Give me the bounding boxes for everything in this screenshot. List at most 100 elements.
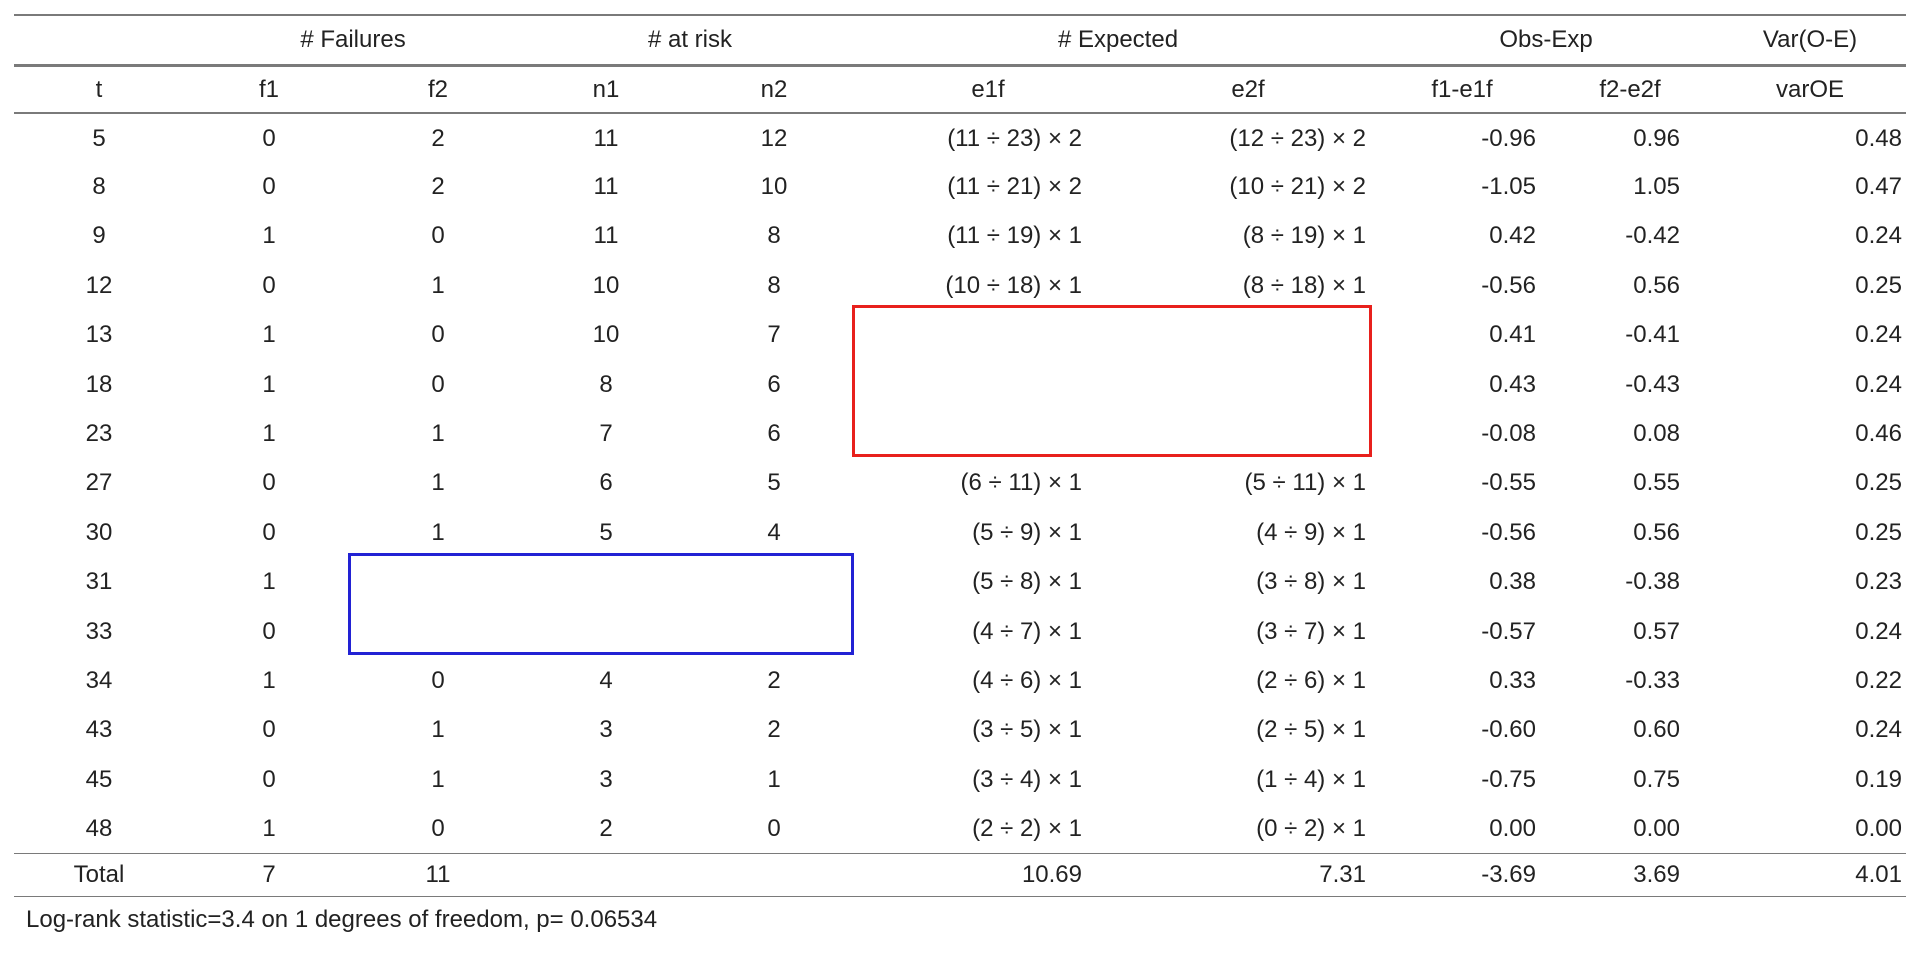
total-cell: -3.69 (1378, 853, 1546, 898)
table-cell: (6 ÷ 11) × 1 (960, 469, 1082, 497)
table-cell: 6 (767, 420, 781, 448)
table-cell: -0.38 (1625, 568, 1680, 596)
table-cell: 48 (85, 814, 113, 842)
table-cell: 1 (262, 568, 276, 596)
group-header-obs-exp: Obs-Exp (1378, 14, 1714, 67)
total-cell: 4.01 (1714, 853, 1906, 898)
table-row: 18 1 0 8 6 0.43 -0.43 0.24 (14, 360, 1906, 409)
table-cell: 0.24 (1855, 222, 1902, 250)
table-cell: -0.56 (1481, 518, 1536, 546)
table-row: 12 0 1 10 8 (10 ÷ 18) × 1 (8 ÷ 18) × 1 -0.56 0.5… (14, 261, 1906, 310)
table-cell: 0.56 (1633, 518, 1680, 546)
table-cell (690, 607, 858, 656)
table-cell: 1.05 (1633, 173, 1680, 201)
table-cell: (4 ÷ 6) × 1 (972, 666, 1082, 694)
table-cell: 0.23 (1855, 568, 1902, 596)
table-cell: 0.38 (1489, 568, 1536, 596)
table-cell: (1 ÷ 4) × 1 (1256, 765, 1366, 793)
table-cell: 0.43 (1489, 370, 1536, 398)
table-cell: 11 (593, 222, 619, 250)
table-row: 45 0 1 3 1 (3 ÷ 4) × 1 (1 ÷ 4) × 1 -0.75 0.75 0.1… (14, 755, 1906, 804)
table-row: 43 0 1 3 2 (3 ÷ 5) × 1 (2 ÷ 5) × 1 -0.60 0.60 0.2… (14, 706, 1906, 755)
table-cell: 1 (431, 716, 445, 744)
table-cell: (11 ÷ 19) × 1 (947, 222, 1082, 250)
table-cell: 0.42 (1489, 222, 1536, 250)
table-cell: (5 ÷ 9) × 1 (972, 518, 1082, 546)
table-cell: 1 (431, 271, 445, 299)
logrank-footnote: Log-rank statistic=3.4 on 1 degrees of f… (26, 906, 658, 933)
table-cell: 10 (592, 271, 620, 299)
table-row: 5 0 2 11 12 (11 ÷ 23) × 2 (12 ÷ 23) × 2 -0.96 0.… (14, 113, 1906, 162)
table-cell: 0 (262, 271, 276, 299)
table-cell: -0.33 (1625, 666, 1680, 694)
table-row: 30 0 1 5 4 (5 ÷ 9) × 1 (4 ÷ 9) × 1 -0.56 0.56 0.2… (14, 508, 1906, 557)
table-cell: 2 (431, 125, 445, 153)
group-header-row: # Failures # at risk # Expected Obs-Exp … (14, 14, 1906, 67)
group-header-at-risk: # at risk (522, 14, 858, 67)
table-cell: -1.05 (1481, 173, 1536, 201)
column-header: e1f (858, 65, 1118, 114)
table-cell: (3 ÷ 8) × 1 (1256, 568, 1366, 596)
table-cell: (2 ÷ 5) × 1 (1256, 716, 1366, 744)
table-cell: -0.08 (1481, 420, 1536, 448)
table-cell: 1 (767, 765, 781, 793)
table-cell: 8 (599, 370, 613, 398)
table-cell: 8 (92, 173, 106, 201)
table-cell: 0.25 (1855, 469, 1902, 497)
table-cell: 18 (85, 370, 113, 398)
table-cell: 0 (262, 125, 276, 153)
table-cell: 3 (599, 716, 613, 744)
table-cell: 0.24 (1855, 370, 1902, 398)
table-row: 34 1 0 4 2 (4 ÷ 6) × 1 (2 ÷ 6) × 1 0.33 -0.33 0.2… (14, 656, 1906, 705)
table-cell: (10 ÷ 18) × 1 (945, 271, 1082, 299)
table-cell: 0 (262, 469, 276, 497)
table-cell: 0.00 (1633, 814, 1680, 842)
table-row: 13 1 0 10 7 0.41 -0.41 0.24 (14, 311, 1906, 360)
table-cell: 0.24 (1855, 617, 1902, 645)
table-cell: 2 (599, 814, 613, 842)
total-row: Total 7 11 10.69 7.31 -3.69 3.69 4.01 (14, 853, 1906, 898)
column-header: e2f (1118, 65, 1378, 114)
table-cell: 2 (767, 716, 781, 744)
total-cell: 10.69 (858, 853, 1118, 898)
table-cell: 13 (85, 321, 113, 349)
table-cell: 43 (85, 716, 113, 744)
table-cell: (3 ÷ 7) × 1 (1256, 617, 1366, 645)
table-cell: 0 (262, 716, 276, 744)
table-cell (354, 607, 522, 656)
column-header: n1 (522, 65, 690, 114)
table-cell (522, 558, 690, 607)
table-cell: -0.42 (1625, 222, 1680, 250)
table-cell: 1 (262, 222, 276, 250)
table-cell: 0.75 (1633, 765, 1680, 793)
table-cell: 10 (592, 321, 620, 349)
table-cell: -0.75 (1481, 765, 1536, 793)
table-cell: (11 ÷ 23) × 2 (947, 125, 1082, 153)
table-row: 23 1 1 7 6 -0.08 0.08 0.46 (14, 409, 1906, 458)
table-cell: 6 (767, 370, 781, 398)
table-cell: 9 (92, 222, 106, 250)
table-cell: 1 (262, 420, 276, 448)
table-cell: 1 (431, 420, 445, 448)
table-cell: 0.96 (1633, 125, 1680, 153)
table-cell: 0.00 (1489, 814, 1536, 842)
table-cell: -0.43 (1625, 370, 1680, 398)
column-header: t (14, 65, 184, 114)
table-cell: 4 (767, 518, 781, 546)
table-cell: 11 (593, 173, 619, 201)
table-cell: (5 ÷ 8) × 1 (972, 568, 1082, 596)
table-cell: -0.56 (1481, 271, 1536, 299)
table-cell: 0.24 (1855, 321, 1902, 349)
table-cell: 0.48 (1855, 125, 1902, 153)
table-cell: 0.25 (1855, 271, 1902, 299)
table-cell: (8 ÷ 18) × 1 (1242, 271, 1366, 299)
table-cell: 2 (767, 666, 781, 694)
table-cell: 10 (760, 173, 788, 201)
table-cell: 0.24 (1855, 716, 1902, 744)
table-cell: 1 (262, 814, 276, 842)
table-cell: 0 (262, 765, 276, 793)
table-cell: 0 (262, 518, 276, 546)
table-cell: (4 ÷ 7) × 1 (972, 617, 1082, 645)
table-cell: 0 (431, 222, 445, 250)
table-cell: 12 (760, 125, 788, 153)
